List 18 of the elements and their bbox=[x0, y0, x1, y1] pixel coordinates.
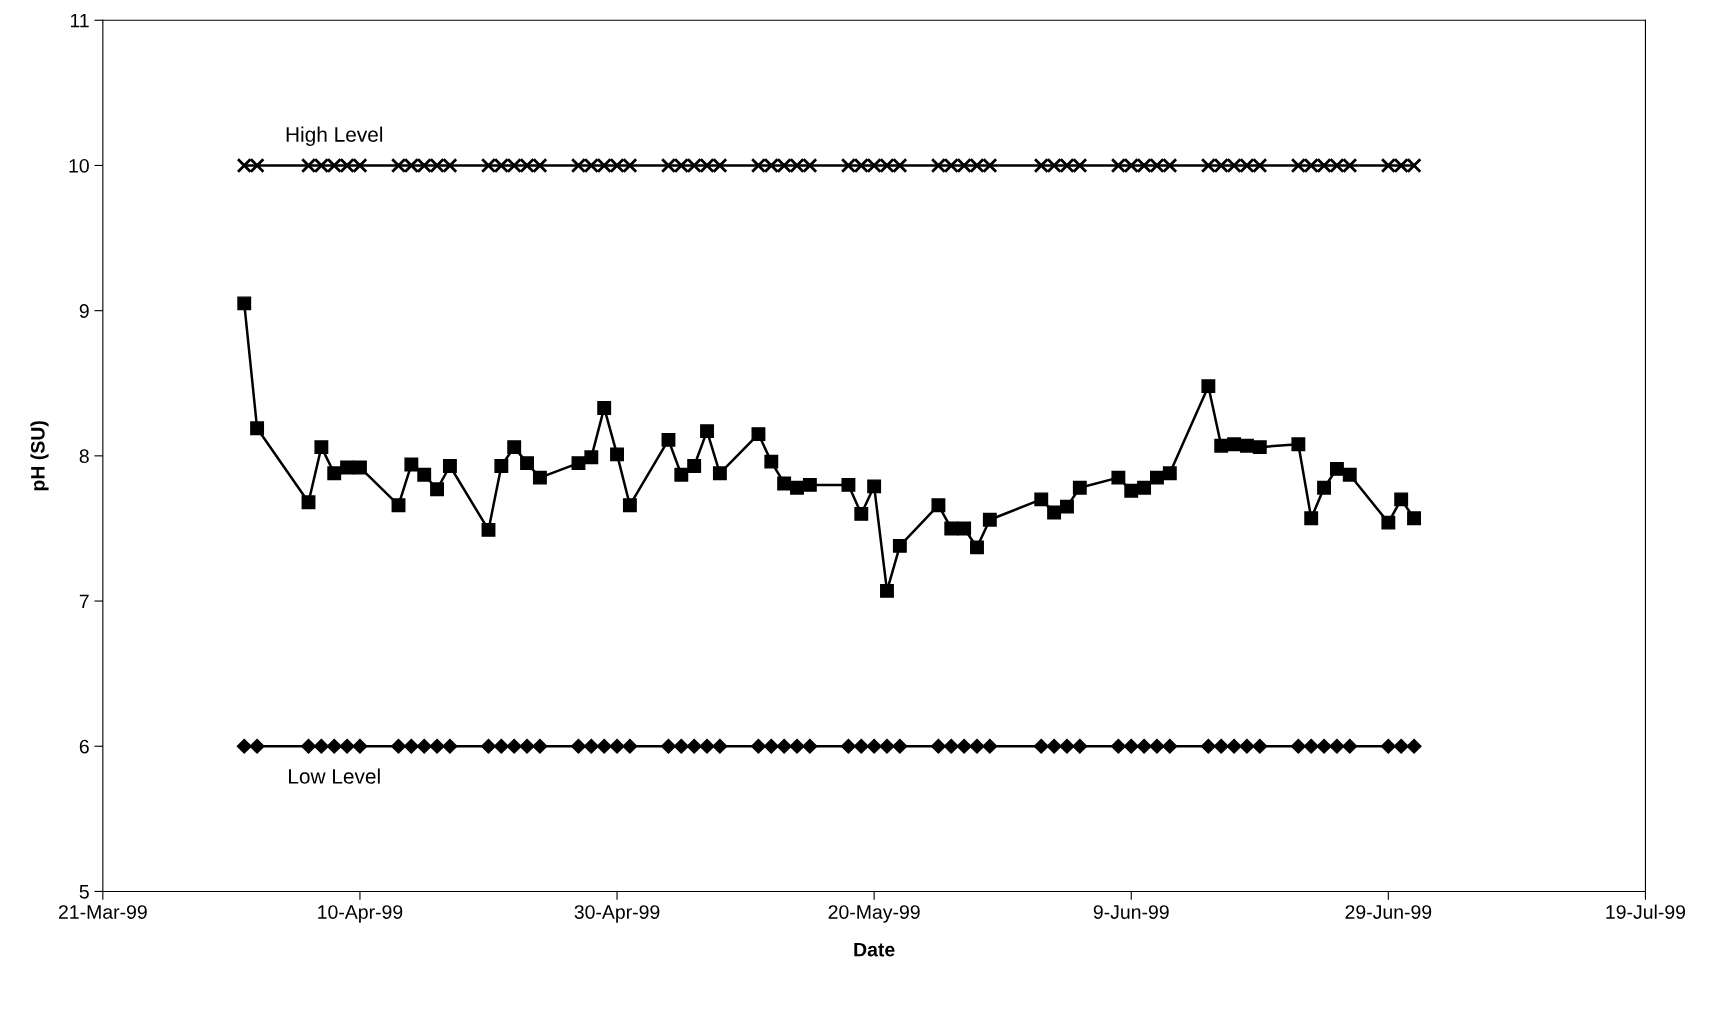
x-axis-title: Date bbox=[854, 942, 895, 957]
y-tick-label: 6 bbox=[79, 739, 89, 754]
x-tick-label: 9-Jun-99 bbox=[1093, 905, 1169, 919]
x-tick-label: 20-May-99 bbox=[828, 905, 920, 923]
x-tick-label: 21-Mar-99 bbox=[58, 905, 147, 919]
x-tick-label: 10-Apr-99 bbox=[318, 905, 403, 923]
y-tick-label: 7 bbox=[79, 594, 89, 609]
y-tick-label: 8 bbox=[79, 449, 89, 464]
series-label: High Level bbox=[286, 126, 383, 147]
y-tick-label: 10 bbox=[69, 158, 89, 173]
x-tick-label: 19-Jul-99 bbox=[1606, 904, 1686, 919]
x-tick-label: 30-Apr-99 bbox=[574, 905, 660, 923]
y-axis-title: pH (SU) bbox=[30, 421, 49, 491]
series-label: Low Level bbox=[289, 768, 380, 784]
y-tick-label: 5 bbox=[79, 885, 89, 899]
x-tick-label: 29-Jun-99 bbox=[1345, 905, 1432, 919]
y-tick-label: 11 bbox=[70, 13, 89, 28]
y-tick-label: 9 bbox=[79, 304, 89, 318]
